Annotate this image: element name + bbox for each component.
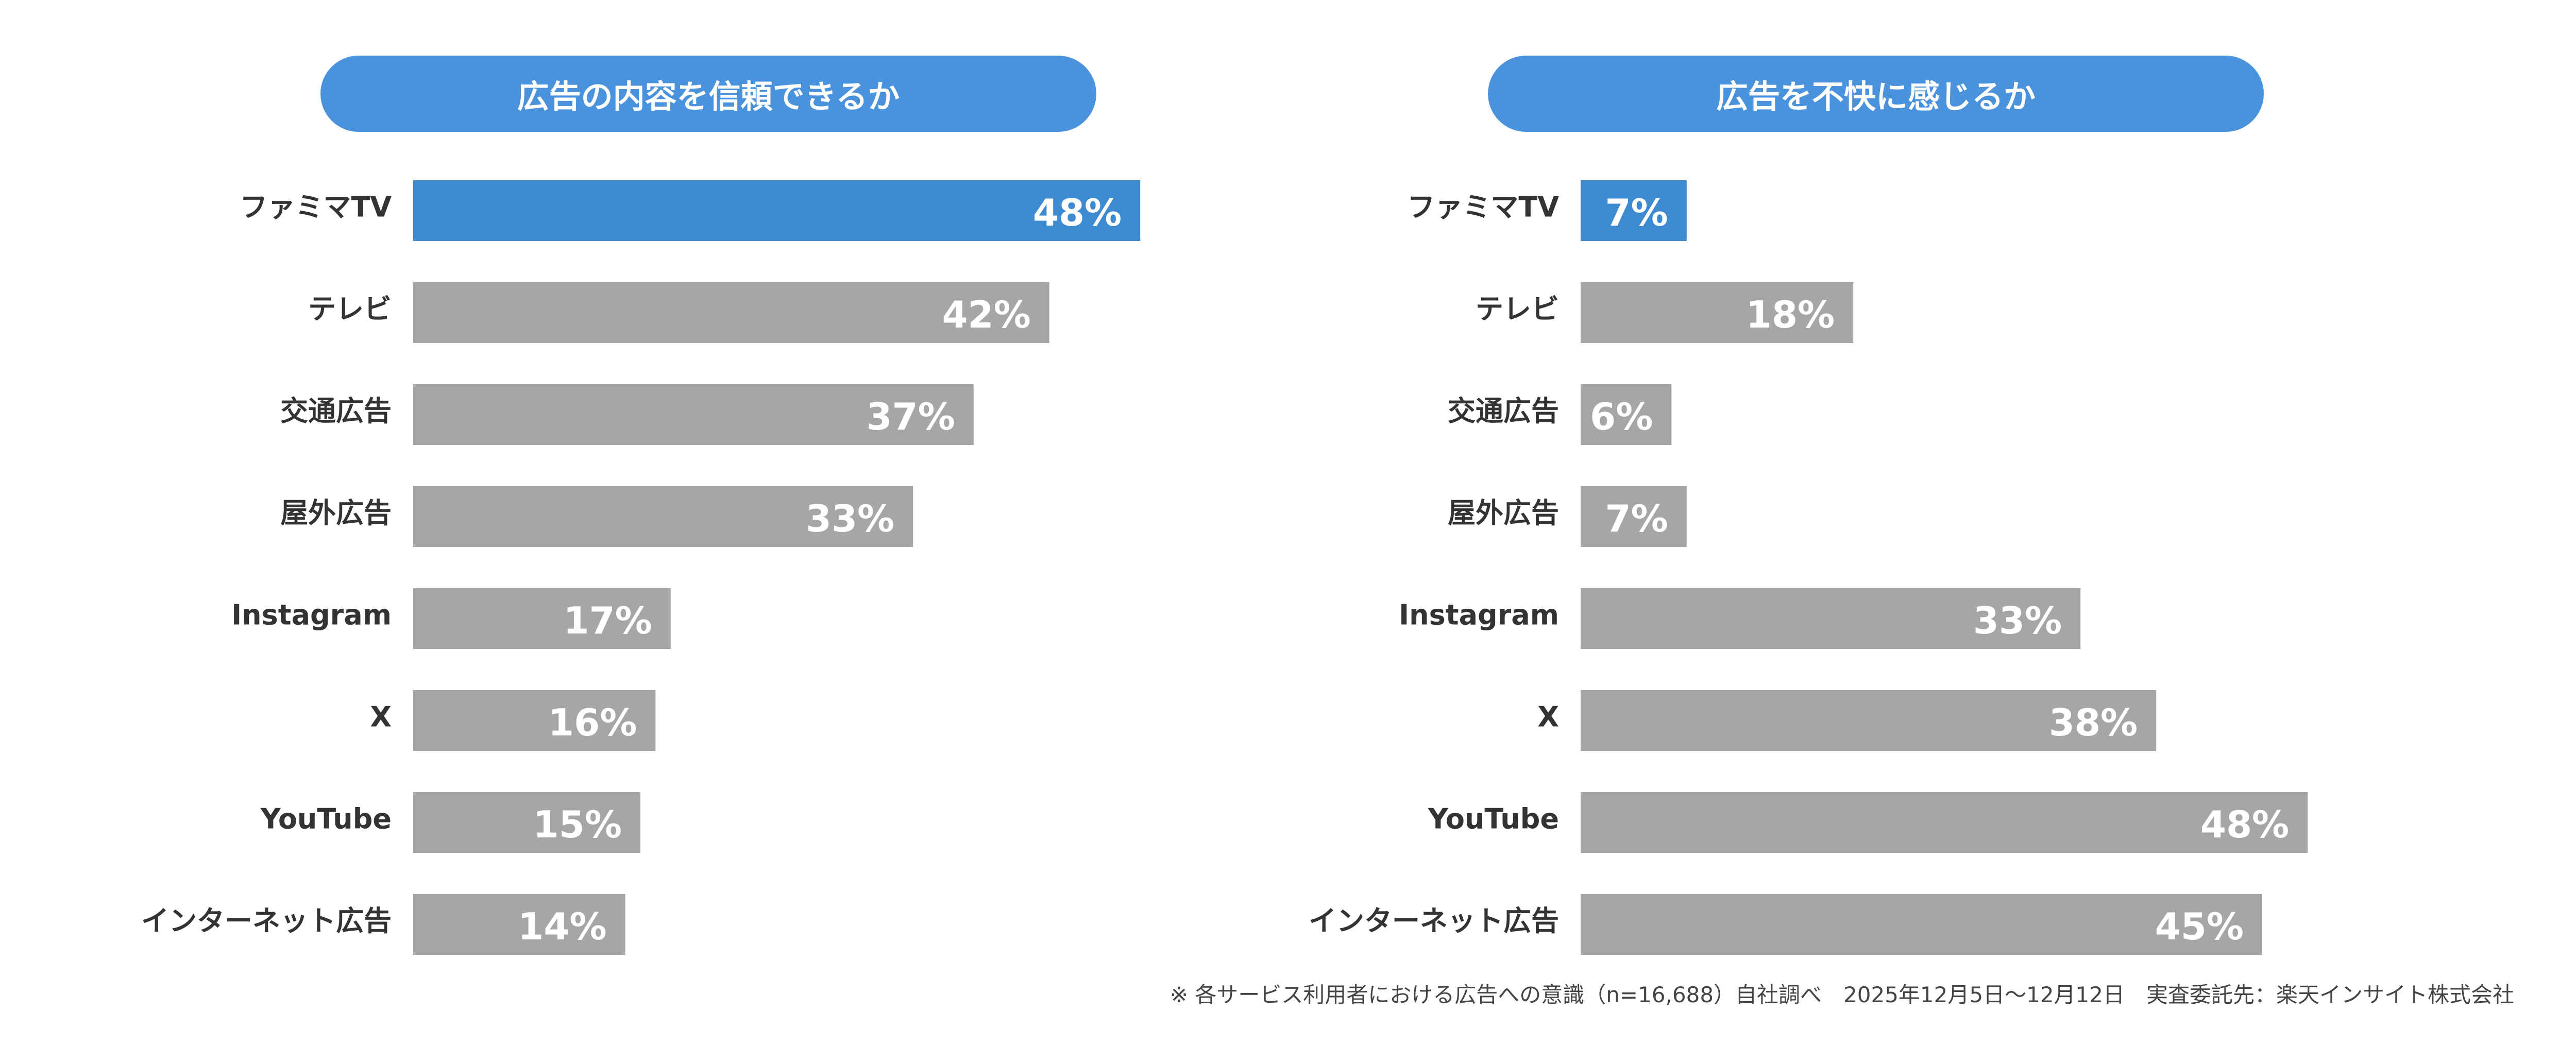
value-label: 33%: [806, 497, 894, 540]
bar: [1581, 894, 2262, 955]
value-label: 15%: [533, 803, 622, 846]
bar: [413, 894, 625, 955]
category-label: テレビ: [1476, 293, 1559, 325]
bar: [1581, 588, 2081, 649]
value-label: 18%: [1746, 293, 1835, 336]
category-label: 屋外広告: [280, 497, 392, 529]
value-label: 14%: [518, 905, 606, 948]
chart-title: 広告の内容を信頼できるか: [320, 56, 1096, 132]
category-label: Instagram: [231, 599, 392, 631]
value-label: 7%: [1605, 191, 1668, 234]
category-label: インターネット広告: [1309, 905, 1559, 937]
value-label: 45%: [2155, 905, 2244, 948]
chart-trust: 広告の内容を信頼できるか ファミマTV 48% テレビ 42% 交通広告 37% 屋外広告 3…: [0, 0, 1236, 968]
bar: [1581, 180, 1687, 241]
value-label: 17%: [563, 599, 652, 642]
value-label: 42%: [942, 293, 1030, 336]
category-label: ファミマTV: [1407, 191, 1559, 224]
chart-discomfort: 広告を不快に感じるか ファミマTV 7% テレビ 18% 交通広告 6% 屋外広告 7% Ins…: [1236, 0, 2576, 968]
footnote: ※ 各サービス利用者における広告への意識（n=16,688）自社調べ 2025年…: [1170, 982, 2514, 1007]
value-label: 48%: [2200, 803, 2289, 846]
bar: [1581, 282, 1854, 343]
value-label: 38%: [2049, 701, 2138, 744]
value-label: 37%: [866, 395, 955, 438]
bar: [1581, 792, 2308, 853]
bar: [413, 690, 656, 751]
category-label: 交通広告: [1448, 395, 1559, 427]
category-label: X: [370, 701, 392, 733]
category-label: 交通広告: [280, 395, 392, 427]
bar: [413, 486, 913, 547]
bar: [1581, 384, 1672, 445]
bar: [1581, 690, 2157, 751]
value-label: 16%: [548, 701, 637, 744]
category-label: インターネット広告: [141, 905, 392, 937]
value-label: 7%: [1605, 497, 1668, 540]
bar: [413, 180, 1141, 241]
category-label: YouTube: [260, 803, 392, 835]
category-label: テレビ: [308, 293, 392, 325]
category-label: YouTube: [1428, 803, 1559, 835]
bar: [413, 792, 640, 853]
value-label: 33%: [1973, 599, 2062, 642]
bar: [1581, 486, 1687, 547]
category-label: 屋外広告: [1448, 497, 1559, 529]
category-label: Instagram: [1399, 599, 1559, 631]
bar: [413, 282, 1049, 343]
category-label: X: [1537, 701, 1559, 733]
bar: [413, 384, 974, 445]
chart-title: 広告を不快に感じるか: [1488, 56, 2264, 132]
chart-trust-plot: ファミマTV 48% テレビ 42% 交通広告 37% 屋外広告 33% Instagram 17…: [141, 180, 1141, 955]
category-label: ファミマTV: [240, 191, 392, 224]
bar: [413, 588, 671, 649]
chart-discomfort-plot: ファミマTV 7% テレビ 18% 交通広告 6% 屋外広告 7% Instagram 33% X 3…: [1309, 180, 2308, 955]
value-label: 6%: [1590, 395, 1653, 438]
value-label: 48%: [1033, 191, 1122, 234]
